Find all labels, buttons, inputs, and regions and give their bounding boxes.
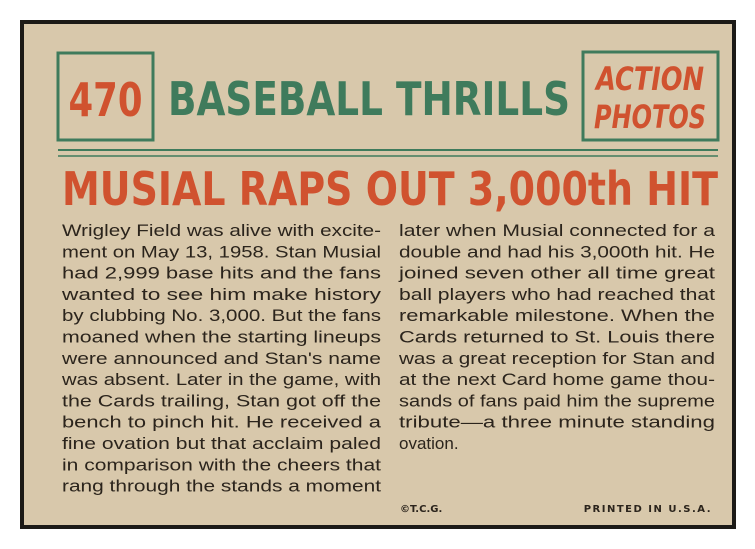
body-line: rang through the stands a moment (62, 477, 381, 496)
body-line: sands of fans paid him the supreme (399, 391, 715, 410)
body-line: fine ovation but that acclaim paled (62, 434, 381, 453)
badge-line: PHOTOS (594, 98, 706, 136)
headline: MUSIAL RAPS OUT 3,000th HIT (62, 162, 719, 216)
body-line: later when Musial connected for a (399, 221, 716, 240)
badge-line: ACTION (594, 60, 705, 98)
body-line: remarkable milestone. When the (399, 306, 715, 325)
body-line: moaned when the starting lineups (62, 328, 381, 347)
copyright: ©T.C.G. (400, 504, 442, 515)
number-box (56, 51, 155, 142)
series-title: BASEBALL THRILLS (168, 72, 570, 126)
body-line: in comparison with the cheers that (62, 455, 381, 474)
body-line: had 2,999 base hits and the fans (62, 264, 381, 283)
body-text: Wrigley Field was alive with excite-ment… (61, 221, 716, 496)
body-line: wanted to see him make history (61, 285, 382, 304)
card-number: 470 (69, 73, 143, 127)
body-line: was a great reception for Stan and (398, 349, 715, 368)
body-line: ment on May 13, 1958. Stan Musial (62, 242, 381, 261)
card-face (24, 24, 732, 525)
body-line: the Cards trailing, Stan got off the (62, 391, 381, 410)
body-line: tribute—a three minute standing (399, 413, 715, 432)
body-line: bench to pinch hit. He received a (62, 413, 382, 432)
body-line: joined seven other all time great (398, 264, 716, 283)
body-line: ball players who had reached that (399, 285, 715, 304)
body-line: Cards returned to St. Louis there (399, 328, 715, 347)
body-line: by clubbing No. 3,000. But the fans (62, 306, 381, 325)
body-line: double and had his 3,000th hit. He (399, 242, 715, 261)
body-line: ovation. (399, 434, 459, 453)
badge-box (581, 50, 720, 142)
body-line: at the next Card home game thou- (399, 370, 715, 389)
printed-note: PRINTED IN U.S.A. (584, 504, 712, 515)
body-line: was absent. Later in the game, with (61, 370, 381, 389)
body-line: Wrigley Field was alive with excite- (62, 221, 381, 240)
body-line: were announced and Stan's name (61, 349, 381, 368)
